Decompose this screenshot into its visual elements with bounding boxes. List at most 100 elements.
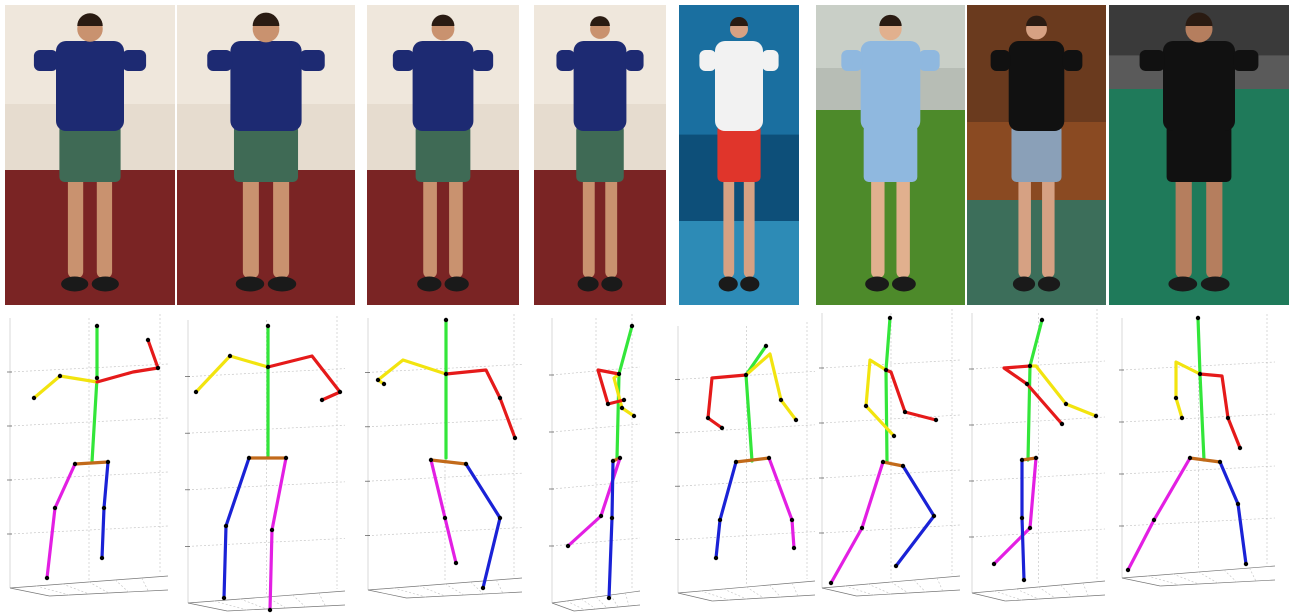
grid-line (821, 524, 961, 534)
person-arm (556, 50, 575, 71)
joint-point (609, 515, 615, 521)
joint-point (616, 371, 622, 377)
joint-point (1237, 445, 1243, 451)
joint-point (606, 595, 612, 601)
joint-point (101, 505, 107, 511)
joint-point (1039, 317, 1045, 323)
person-leg (273, 170, 290, 278)
left-arm-segment (1028, 364, 1098, 418)
joint-point (381, 381, 387, 387)
joint-point (267, 607, 273, 613)
right-leg-segment (894, 464, 936, 568)
joint-point (887, 315, 893, 321)
person-arm (625, 50, 644, 71)
person-torso (860, 41, 921, 131)
left-arm-segment (864, 358, 896, 438)
joint-point (1179, 415, 1185, 421)
person-arm (392, 50, 415, 71)
left-leg-segment (1126, 456, 1192, 572)
grid-line (821, 359, 961, 369)
joint-point (221, 595, 227, 601)
joint-point (227, 353, 233, 359)
grid-line (677, 531, 816, 540)
photo-lab-2 (177, 5, 355, 305)
person-leg (449, 170, 463, 278)
hip-segment (429, 458, 468, 466)
joint-point (621, 397, 627, 403)
floor-edge (227, 604, 346, 612)
photo-lab-4 (534, 5, 666, 305)
joint-point (443, 371, 449, 377)
floor-edge (406, 591, 523, 599)
spine-segment (744, 344, 768, 463)
joint-point (1033, 455, 1039, 461)
grid-line (551, 480, 641, 490)
person-shorts (863, 125, 918, 182)
person-shoe (577, 276, 599, 292)
joint-point (859, 525, 865, 531)
floor-edge (367, 589, 407, 599)
joint-point (428, 457, 434, 463)
joint-point (900, 463, 906, 469)
joint-point (375, 377, 381, 383)
left-leg-segment (829, 460, 885, 585)
photo-badminton-1 (967, 5, 1106, 305)
photo-scene (967, 5, 1106, 305)
joint-point (629, 323, 635, 329)
spine-segment (884, 316, 892, 463)
person-shorts (59, 125, 121, 182)
person-arm (122, 50, 147, 71)
floor-grid (624, 592, 630, 607)
right-leg-segment (222, 456, 251, 600)
joint-point (94, 375, 100, 381)
joint-point (1187, 455, 1193, 461)
person-shoe (601, 276, 623, 292)
joint-point (1019, 515, 1025, 521)
right-arm-segment (884, 368, 938, 422)
floor-grid (1082, 582, 1089, 597)
spine-segment (1196, 316, 1206, 462)
grid-line (551, 423, 641, 433)
person-shoe (1200, 276, 1230, 292)
person-shorts (415, 125, 471, 182)
joint-point (453, 560, 459, 566)
joint-point (1151, 517, 1157, 523)
person-leg (242, 170, 259, 278)
pose-plot-grid (549, 314, 641, 612)
joint-point (631, 413, 637, 419)
joint-point (1173, 395, 1179, 401)
joint-point (52, 505, 58, 511)
person-leg (1042, 170, 1055, 278)
grid-line (1121, 413, 1276, 423)
grid-line (551, 537, 641, 547)
floor-grid (419, 585, 446, 597)
joint-point (713, 555, 719, 561)
photo-scene (816, 5, 965, 305)
joint-point (442, 515, 448, 521)
left-arm-segment (1174, 360, 1202, 420)
left-leg-segment (268, 456, 288, 612)
floor-grid (88, 581, 109, 594)
joint-point (1235, 501, 1241, 507)
joint-point (463, 461, 469, 467)
right-arm-segment (266, 354, 342, 402)
joint-point (269, 527, 275, 533)
photo-lab-3 (367, 5, 519, 305)
person-leg (96, 170, 113, 278)
person-leg (1018, 170, 1031, 278)
joint-point (1197, 371, 1203, 377)
hip-segment (73, 460, 110, 466)
joint-point (893, 563, 899, 569)
left-arm-segment (744, 352, 798, 422)
grid-line (677, 424, 816, 434)
photo-soccer (816, 5, 965, 305)
person-leg (896, 170, 910, 278)
person-torso (573, 41, 627, 131)
floor-edge (1005, 594, 1106, 602)
photo-scene (1109, 5, 1289, 305)
floor-grid (393, 587, 426, 598)
floor-grid (610, 594, 619, 608)
floor-grid (890, 581, 909, 594)
person-hair (1026, 15, 1047, 26)
person-shoe (417, 276, 442, 292)
